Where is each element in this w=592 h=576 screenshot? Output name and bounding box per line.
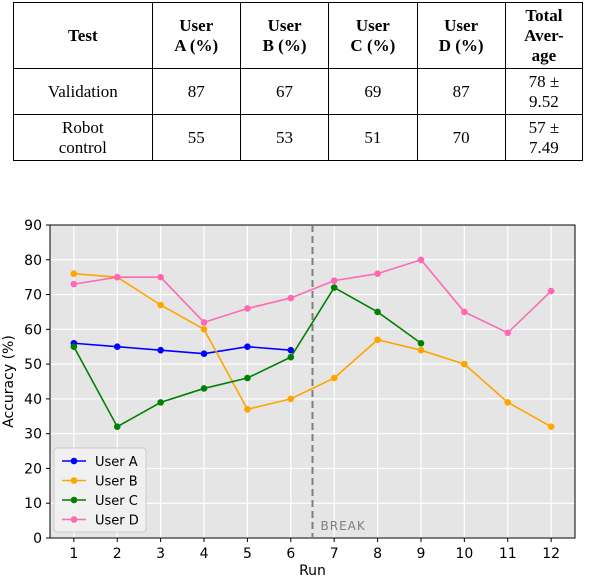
- data-point: [113, 343, 121, 351]
- data-point: [157, 399, 164, 406]
- y-axis-label: Accuracy (%): [1, 335, 17, 428]
- header-user-b: User B (%): [239, 2, 330, 69]
- row-label: Validation: [13, 68, 153, 115]
- legend-box: [53, 447, 147, 533]
- data-point: [200, 319, 208, 326]
- y-tick-label: 50: [24, 357, 42, 373]
- header-total-average: Total Aver- age: [504, 2, 584, 69]
- data-point: [417, 346, 425, 354]
- data-point: [113, 423, 121, 431]
- x-axis-label: Run: [299, 563, 326, 576]
- y-tick-label: 10: [24, 496, 42, 512]
- data-point: [374, 270, 381, 277]
- data-point: [200, 350, 208, 357]
- data-point: [504, 329, 512, 337]
- table-cell: 53: [239, 114, 330, 161]
- accuracy-line-chart: 1 2 3 4 5 6 7 8 9 10 11 120102030405060708090RunAcc…: [1, 218, 576, 576]
- legend-entry: User A: [95, 455, 138, 470]
- data-point: [417, 339, 425, 347]
- table-header-row: Test User A (%) User B (%) User C (%) Us…: [13, 2, 584, 69]
- y-tick-label: 20: [24, 461, 42, 477]
- series-line: [73, 258, 552, 334]
- data-point: [70, 343, 78, 351]
- data-point: [547, 287, 555, 295]
- legend-entry: User C: [95, 494, 138, 509]
- data-point: [374, 336, 381, 344]
- row-label: Robot control: [13, 114, 153, 161]
- table-cell: 51: [328, 114, 418, 161]
- table-cell: 69: [328, 68, 418, 115]
- header-test: Test: [13, 2, 153, 69]
- break-label: BREAK: [321, 519, 366, 533]
- x-tick-label: 3: [156, 546, 165, 562]
- x-tick-label: 10: [455, 546, 473, 562]
- x-tick-label: 12: [542, 546, 560, 562]
- header-user-d: User D (%): [416, 2, 506, 69]
- x-tick-label: 1: [69, 546, 78, 562]
- table-row: Validation 87 67 69 87 78 ± 9.52: [13, 68, 584, 115]
- y-tick-label: 0: [33, 531, 42, 547]
- data-point: [461, 360, 468, 368]
- data-point: [244, 343, 251, 351]
- data-point: [157, 346, 164, 354]
- table-cell: 87: [151, 68, 241, 115]
- y-tick-label: 90: [24, 218, 42, 234]
- header-user-c: User C (%): [328, 2, 418, 69]
- data-point: [287, 346, 295, 354]
- table-row: Robot control 55 53 51 70 57 ± 7.49: [13, 114, 584, 161]
- table-cell: 70: [416, 114, 506, 161]
- x-tick-label: 5: [243, 546, 252, 562]
- series-line: [73, 272, 552, 428]
- data-point: [461, 308, 468, 316]
- data-point: [157, 273, 164, 281]
- data-point: [70, 280, 78, 288]
- y-tick-label: 40: [24, 392, 42, 408]
- x-tick-label: 7: [330, 546, 339, 562]
- results-table: Test User A (%) User B (%) User C (%) Us…: [13, 2, 584, 161]
- legend-swatch-marker: [70, 457, 78, 465]
- legend-swatch-marker: [70, 516, 78, 523]
- legend-entry: User D: [95, 514, 139, 529]
- data-point: [157, 301, 164, 309]
- legend-swatch-marker: [70, 496, 78, 504]
- legend-swatch-marker: [70, 477, 78, 484]
- data-point: [113, 273, 121, 281]
- data-point: [504, 399, 512, 406]
- data-point: [547, 423, 555, 431]
- x-tick-label: 2: [113, 546, 122, 562]
- x-tick-label: 11: [499, 546, 517, 562]
- data-point: [287, 395, 295, 403]
- data-point: [244, 305, 251, 312]
- table-cell: 67: [239, 68, 330, 115]
- table-cell: 78 ± 9.52: [504, 68, 584, 115]
- x-tick-label: 6: [286, 546, 295, 562]
- series-line: [73, 342, 291, 355]
- data-point: [70, 270, 78, 277]
- header-user-a: User A (%): [151, 2, 241, 69]
- table-cell: 55: [151, 114, 241, 161]
- table-cell: 87: [416, 68, 506, 115]
- data-point: [374, 308, 381, 316]
- legend-entry: User B: [95, 475, 138, 490]
- data-point: [330, 284, 338, 291]
- data-point: [330, 374, 338, 382]
- y-tick-label: 70: [24, 288, 42, 304]
- data-point: [244, 406, 251, 413]
- data-point: [200, 326, 208, 333]
- data-point: [244, 374, 251, 382]
- y-tick-label: 80: [24, 253, 42, 269]
- table-cell: 57 ± 7.49: [504, 114, 584, 161]
- y-tick-label: 60: [24, 322, 42, 338]
- data-point: [200, 385, 208, 392]
- y-tick-label: 30: [24, 427, 42, 443]
- data-point: [330, 277, 338, 284]
- x-tick-label: 4: [200, 546, 209, 562]
- data-point: [417, 256, 425, 264]
- x-tick-label: 9: [417, 546, 426, 562]
- data-point: [287, 294, 295, 302]
- x-tick-label: 8: [373, 546, 382, 562]
- data-point: [287, 353, 295, 361]
